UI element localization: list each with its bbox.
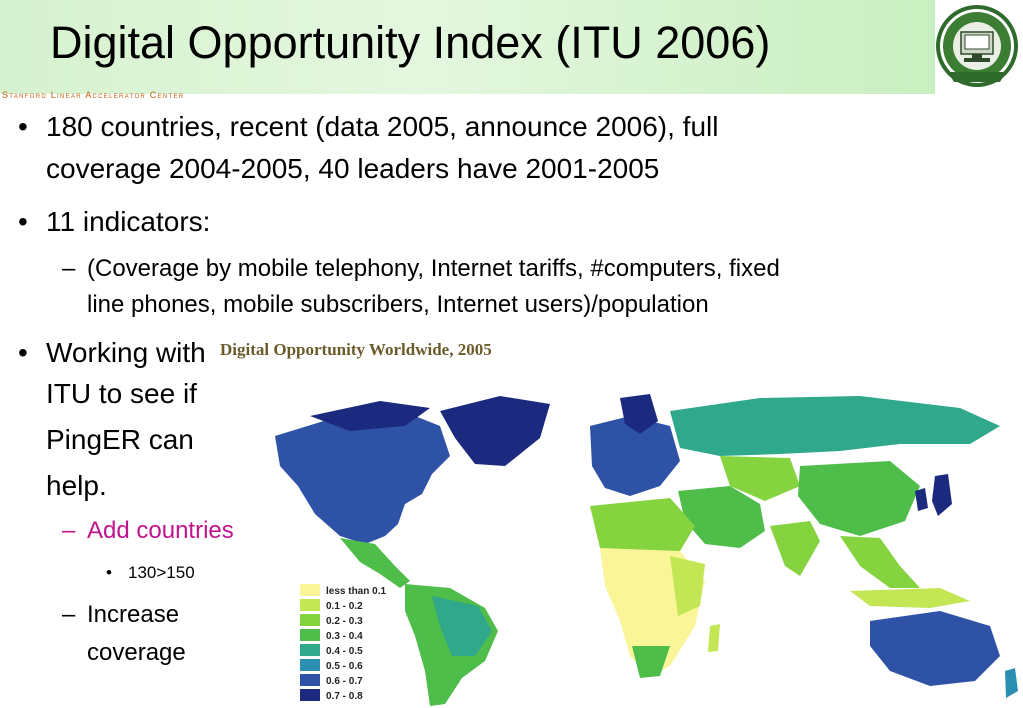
region-india [770,521,820,576]
legend-swatch [300,689,320,701]
region-china [798,461,920,536]
region-north-america [275,414,450,544]
dash-marker: – [62,601,76,628]
region-north-america-north [310,401,430,431]
subsub-bullet-count-text: 130>150 [128,563,195,582]
legend-swatch [300,644,320,656]
region-middle-east [678,486,765,548]
region-brazil [432,596,492,656]
bullet-dot: • [18,206,28,237]
legend-label: 0.3 - 0.4 [326,631,363,642]
slide-title: Digital Opportunity Index (ITU 2006) [50,17,771,68]
bullet-coverage-line2: coverage 2004-2005, 40 leaders have 2001… [46,153,660,184]
slac-caption: Stanford Linear Accelerator Center [2,90,185,100]
world-map-figure: Digital Opportunity Worldwide, 2005 less… [200,326,1023,708]
legend-label: 0.4 - 0.5 [326,646,363,657]
region-central-asia [720,456,800,501]
dash-marker: – [62,255,76,282]
bullet-coverage-line1: 180 countries, recent (data 2005, announ… [46,111,719,142]
sub-bullet-line2: line phones, mobile subscribers, Interne… [87,291,709,318]
region-australia [870,611,1000,686]
region-greenland [440,396,550,466]
region-south-africa [632,646,670,678]
dash-marker: – [62,517,76,544]
legend-label: less than 0.1 [326,586,386,597]
region-russia [670,396,1000,456]
legend-label: 0.2 - 0.3 [326,616,363,627]
bullet-indicators-text: 11 indicators: [46,206,211,237]
region-central-america [340,538,410,588]
legend-label: 0.5 - 0.6 [326,661,363,672]
region-scandinavia [620,394,658,434]
bullet-working-line1: Working with [46,337,206,368]
bullet-dot: • [18,111,28,142]
region-europe [590,416,680,496]
bullet-dot: • [18,337,28,368]
region-madagascar [708,624,720,652]
nust-logo [936,5,1018,87]
sub-bullet-add-countries-text: Add countries [87,517,234,544]
region-korea [915,488,928,511]
region-indonesia [850,588,970,608]
bullet-working-line3: PingER can [46,424,194,455]
sub-bullet-increase-line2: coverage [87,639,186,666]
bullet-dot: • [106,563,112,582]
map-legend: less than 0.1 0.1 - 0.2 0.2 - 0.3 0.3 - … [300,584,386,702]
legend-swatch [300,674,320,686]
legend-label: 0.7 - 0.8 [326,691,363,702]
legend-swatch [300,584,320,596]
legend-swatch [300,659,320,671]
map-title: Digital Opportunity Worldwide, 2005 [220,340,492,359]
region-africa-north [590,498,695,558]
legend-label: 0.6 - 0.7 [326,676,363,687]
region-africa-east [670,556,705,616]
legend-swatch [300,629,320,641]
legend-swatch [300,614,320,626]
legend-label: 0.1 - 0.2 [326,601,363,612]
region-southeast-asia [840,536,920,588]
legend-swatch [300,599,320,611]
title-band [0,0,935,94]
sub-bullet-increase-line1: Increase [87,601,180,628]
region-new-zealand [1005,668,1018,698]
bullet-working-line2: ITU to see if [46,378,197,409]
bullet-working-line4: help. [46,470,107,501]
region-japan [932,474,952,516]
sub-bullet-line1: (Coverage by mobile telephony, Internet … [87,255,780,282]
